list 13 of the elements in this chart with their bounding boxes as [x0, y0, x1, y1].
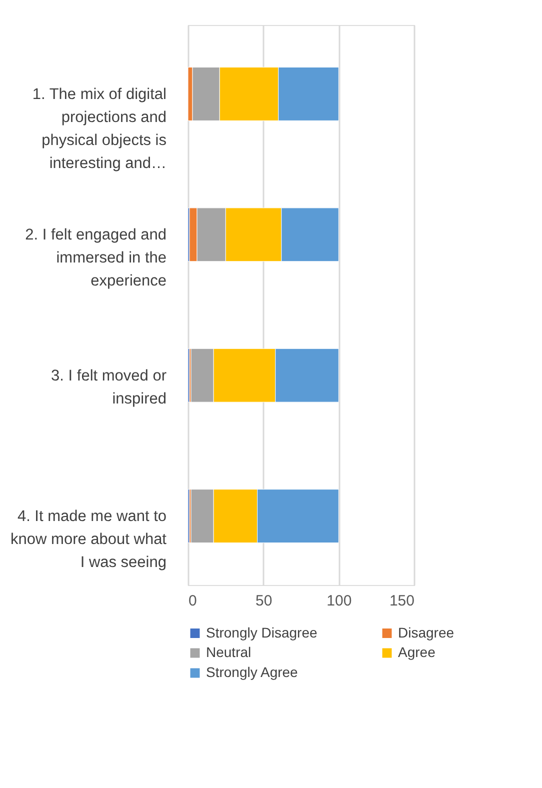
legend-label: Strongly Agree	[206, 664, 298, 680]
legend-label: Agree	[398, 644, 436, 660]
x-tick-label: 50	[255, 592, 272, 610]
legend-label: Neutral	[206, 644, 252, 660]
y-tick-label: 3. I felt moved or inspired	[51, 367, 166, 408]
x-tick-label: 150	[389, 592, 414, 610]
y-tick-label: 2. I felt engaged and immersed in the experience	[25, 226, 166, 290]
legend-label: Strongly Disagree	[206, 624, 318, 640]
legend-label: Disagree	[398, 624, 454, 640]
x-tick-label: 100	[326, 592, 352, 610]
y-tick-label: 4. It made me want to know more about what I was seeing	[10, 508, 168, 572]
y-tick-label: 1. The mix of digital projections and physical objects is interesting and…	[32, 86, 167, 172]
x-tick-label: 0	[188, 592, 197, 610]
